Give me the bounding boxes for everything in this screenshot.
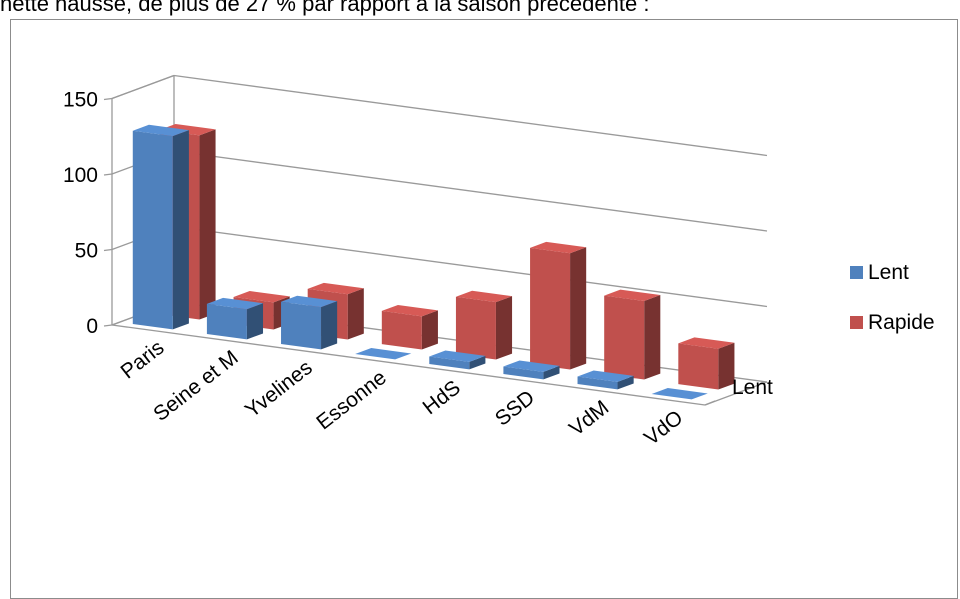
- bar-lent-0: [132, 124, 189, 330]
- tick-mark-0: [103, 324, 113, 327]
- intro-text-line: nette hausse, de plus de 27 % par rappor…: [0, 0, 650, 16]
- x-tick-label: Essonne: [312, 366, 391, 434]
- legend-swatch-lent: [850, 266, 863, 279]
- tick-mark-50: [103, 248, 113, 252]
- bar-lent-4: [429, 350, 486, 370]
- bar-lent-7: [651, 388, 708, 400]
- depth-axis-label: Lent: [732, 376, 773, 399]
- bar-lent-1: [206, 297, 264, 340]
- bar-rapide-3: [381, 304, 438, 350]
- x-tick-label: HdS: [419, 376, 465, 419]
- y-axis-ticks: 0 50 100 150: [63, 89, 98, 339]
- legend-label: Rapide: [868, 311, 935, 334]
- x-tick-label: SSD: [491, 386, 539, 431]
- depth-tick: [704, 400, 716, 406]
- tick-mark-100: [103, 173, 113, 176]
- bar-rapide-7: [678, 337, 735, 390]
- bar-lent-5: [503, 360, 560, 380]
- bar-rapide-5: [530, 241, 587, 370]
- y-tick-label: 150: [63, 89, 98, 112]
- bar-lent-2: [281, 295, 338, 350]
- bar-lent-6: [577, 370, 634, 390]
- floor-front-edge: [111, 324, 706, 406]
- tick-mark-150: [103, 97, 113, 101]
- x-tick-label: Yvelines: [241, 356, 317, 422]
- bar-rapide-6: [604, 289, 661, 380]
- legend: Lent Rapide: [850, 261, 935, 334]
- y-tick-label: 0: [86, 315, 98, 338]
- legend-label: Lent: [868, 261, 909, 284]
- gridline-150: [173, 74, 768, 157]
- bar-lent-3: [355, 348, 412, 360]
- bars: [132, 123, 735, 400]
- gridline-side-150: [111, 74, 175, 100]
- gridline-50: [173, 225, 768, 308]
- floor-right-edge: [704, 381, 768, 406]
- gridline-100: [173, 150, 768, 232]
- x-tick-label: VdO: [640, 406, 687, 450]
- bar-rapide-4: [455, 290, 513, 360]
- y-tick-label: 50: [75, 240, 98, 263]
- y-tick-label: 100: [63, 164, 98, 187]
- depth-axis: Lent: [704, 376, 773, 406]
- x-tick-label: Paris: [117, 336, 169, 384]
- x-tick-label: VdM: [565, 396, 613, 441]
- legend-swatch-rapide: [850, 316, 863, 329]
